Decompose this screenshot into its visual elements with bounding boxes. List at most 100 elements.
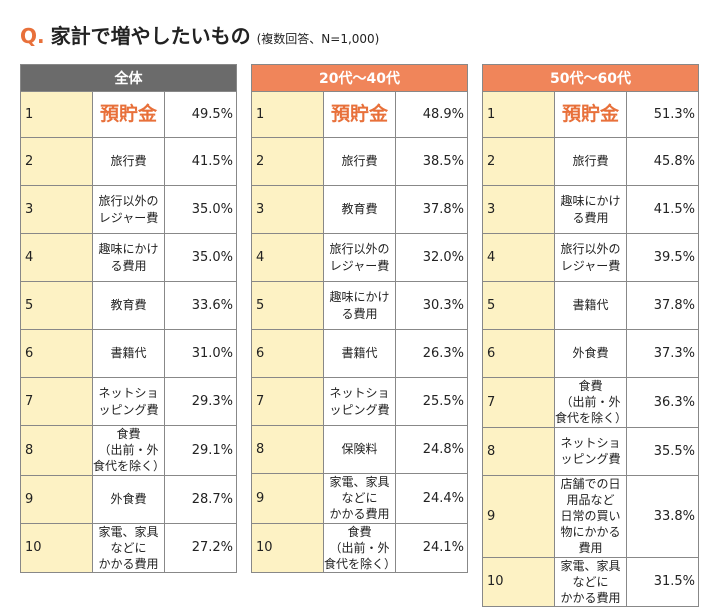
item-cell: 旅行以外のレジャー費 — [554, 233, 627, 282]
percent-cell: 30.3% — [395, 281, 468, 330]
rank-cell: 9 — [482, 474, 555, 558]
rank-cell: 5 — [20, 281, 93, 330]
table-row: 1 預貯金 48.9% — [251, 91, 468, 138]
table-row: 6 書籍代 26.3% — [251, 329, 468, 378]
ranking-panel-20s-40s: 20代〜40代 1 預貯金 48.9% 2 旅行費 38.5% 3 教育費 37.8% 4 旅行以外… — [251, 64, 468, 574]
rank-cell: 3 — [20, 185, 93, 234]
table-row: 6 外食費 37.3% — [482, 329, 699, 378]
rank-cell: 9 — [20, 474, 93, 524]
item-cell: 書籍代 — [554, 281, 627, 330]
table-row: 1 預貯金 49.5% — [20, 91, 237, 138]
percent-cell: 28.7% — [164, 474, 237, 524]
percent-cell: 33.8% — [626, 474, 699, 558]
table-row: 5 趣味にかける費用 30.3% — [251, 281, 468, 330]
item-cell: 旅行費 — [323, 137, 396, 186]
percent-cell: 37.8% — [626, 281, 699, 330]
table-row: 7 ネットショッピング費 25.5% — [251, 377, 468, 426]
table-row: 7 ネットショッピング費 29.3% — [20, 377, 237, 426]
item-cell: 家電、家具などに かかる費用 — [554, 556, 627, 607]
table-row: 8 保険料 24.8% — [251, 425, 468, 474]
percent-cell: 24.1% — [395, 522, 468, 574]
item-cell: 預貯金 — [92, 91, 165, 138]
table-row: 4 旅行以外のレジャー費 39.5% — [482, 233, 699, 282]
percent-cell: 25.5% — [395, 377, 468, 426]
ranking-table: 20代〜40代 1 預貯金 48.9% 2 旅行費 38.5% 3 教育費 37.8% 4 旅行以外… — [251, 64, 468, 574]
item-cell: ネットショッピング費 — [554, 426, 627, 476]
rank-cell: 5 — [482, 281, 555, 330]
item-cell: 趣味にかける費用 — [554, 185, 627, 234]
rank-cell: 1 — [20, 91, 93, 138]
percent-cell: 39.5% — [626, 233, 699, 282]
table-row: 7 食費 （出前・外食代を除く） 36.3% — [482, 377, 699, 428]
table-row: 8 ネットショッピング費 35.5% — [482, 426, 699, 476]
table-row: 4 趣味にかける費用 35.0% — [20, 233, 237, 282]
table-row: 10 食費 （出前・外食代を除く） 24.1% — [251, 522, 468, 574]
percent-cell: 45.8% — [626, 137, 699, 186]
rank-cell: 4 — [20, 233, 93, 282]
percent-cell: 36.3% — [626, 377, 699, 428]
rank-cell: 7 — [251, 377, 324, 426]
percent-cell: 31.0% — [164, 329, 237, 378]
item-cell: 外食費 — [554, 329, 627, 378]
item-cell: 旅行以外のレジャー費 — [92, 185, 165, 234]
rank-cell: 6 — [482, 329, 555, 378]
item-cell: 食費 （出前・外食代を除く） — [92, 425, 166, 476]
percent-cell: 29.1% — [164, 425, 237, 476]
ranking-table: 全体 1 預貯金 49.5% 2 旅行費 41.5% 3 旅行以外のレジャー費 35.0% 4 趣味… — [20, 64, 237, 574]
table-row: 2 旅行費 41.5% — [20, 137, 237, 186]
page-title: Q. 家計で増やしたいもの (複数回答、N=1,000) — [20, 20, 379, 52]
item-cell: 預貯金 — [554, 91, 627, 138]
percent-cell: 33.6% — [164, 281, 237, 330]
rank-cell: 6 — [251, 329, 324, 378]
table-row: 10 家電、家具などに かかる費用 31.5% — [482, 556, 699, 607]
percent-cell: 37.3% — [626, 329, 699, 378]
item-cell: 旅行以外のレジャー費 — [323, 233, 396, 282]
table-row: 8 食費 （出前・外食代を除く） 29.1% — [20, 425, 237, 476]
table-row: 9 家電、家具などに かかる費用 24.4% — [251, 473, 468, 524]
percent-cell: 41.5% — [626, 185, 699, 234]
item-cell: 家電、家具などに かかる費用 — [323, 473, 396, 524]
percent-cell: 48.9% — [395, 91, 468, 138]
percent-cell: 29.3% — [164, 377, 237, 426]
rank-cell: 8 — [482, 426, 555, 476]
table-row: 9 店舗での日用品など 日常の買い物にかかる費用 33.8% — [482, 474, 699, 558]
item-cell: 保険料 — [323, 425, 396, 474]
item-cell: 教育費 — [92, 281, 165, 330]
rank-cell: 8 — [251, 425, 324, 474]
item-cell: 書籍代 — [323, 329, 396, 378]
table-row: 3 趣味にかける費用 41.5% — [482, 185, 699, 234]
percent-cell: 38.5% — [395, 137, 468, 186]
question-mark-label: Q. — [20, 24, 45, 48]
rank-cell: 10 — [20, 522, 93, 574]
rank-cell: 3 — [251, 185, 324, 234]
percent-cell: 51.3% — [626, 91, 699, 138]
rank-cell: 2 — [482, 137, 555, 186]
item-cell: 趣味にかける費用 — [323, 281, 396, 330]
percent-cell: 32.0% — [395, 233, 468, 282]
table-row: 5 教育費 33.6% — [20, 281, 237, 330]
percent-cell: 31.5% — [626, 556, 699, 607]
item-cell: ネットショッピング費 — [323, 377, 396, 426]
item-cell: ネットショッピング費 — [92, 377, 165, 426]
table-row: 2 旅行費 38.5% — [251, 137, 468, 186]
table-row: 2 旅行費 45.8% — [482, 137, 699, 186]
item-cell: 家電、家具などに かかる費用 — [92, 522, 165, 574]
rank-cell: 1 — [251, 91, 324, 138]
title-text: 家計で増やしたいもの — [50, 24, 251, 48]
rank-cell: 7 — [482, 377, 555, 428]
rank-cell: 2 — [20, 137, 93, 186]
table-row: 3 旅行以外のレジャー費 35.0% — [20, 185, 237, 234]
item-cell: 旅行費 — [92, 137, 165, 186]
table-row: 5 書籍代 37.8% — [482, 281, 699, 330]
percent-cell: 35.5% — [626, 426, 699, 476]
table-row: 3 教育費 37.8% — [251, 185, 468, 234]
panel-header: 全体 — [20, 64, 237, 92]
item-cell: 食費 （出前・外食代を除く） — [323, 522, 397, 574]
rank-cell: 10 — [482, 556, 555, 607]
rank-cell: 4 — [482, 233, 555, 282]
percent-cell: 24.8% — [395, 425, 468, 474]
rank-cell: 9 — [251, 473, 324, 524]
ranking-table: 50代〜60代 1 預貯金 51.3% 2 旅行費 45.8% 3 趣味にかける費用 41.5%… — [482, 64, 699, 607]
rank-cell: 4 — [251, 233, 324, 282]
percent-cell: 24.4% — [395, 473, 468, 524]
